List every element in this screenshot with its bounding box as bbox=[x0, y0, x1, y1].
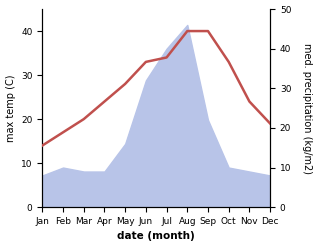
X-axis label: date (month): date (month) bbox=[117, 231, 195, 242]
Y-axis label: med. precipitation (kg/m2): med. precipitation (kg/m2) bbox=[302, 43, 313, 174]
Y-axis label: max temp (C): max temp (C) bbox=[5, 74, 16, 142]
